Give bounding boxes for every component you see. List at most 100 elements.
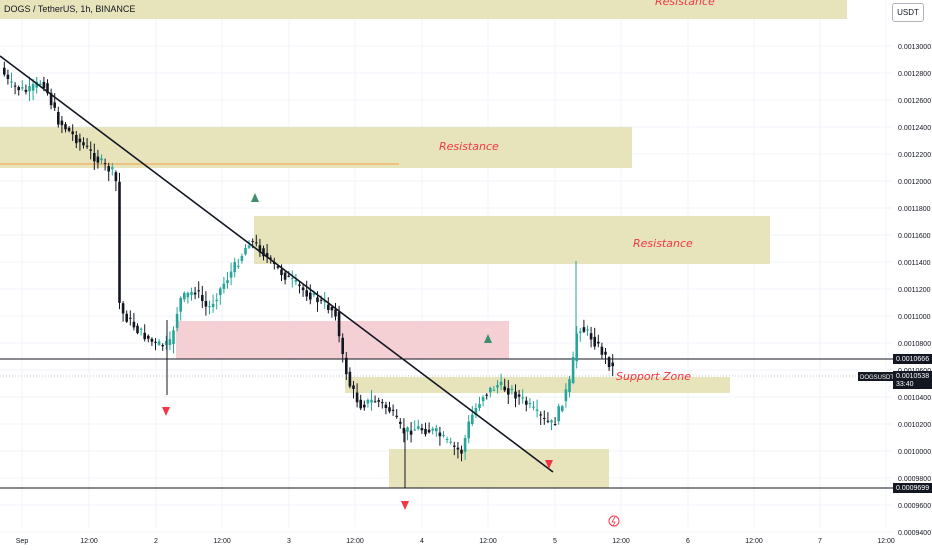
candle-body (388, 407, 391, 412)
candle-body (471, 414, 474, 424)
time-axis[interactable]: Sep 12:00 2 12:00 3 12:00 4 12:00 5 12:00 6 12:00 7 1… (16, 515, 895, 545)
candle-body (528, 403, 532, 405)
candle-body (269, 257, 272, 259)
time-tick-label: Sep (16, 538, 29, 545)
candle (406, 426, 409, 441)
price-tick-label: 0.0013000 (898, 44, 931, 51)
up-arrow-marker (484, 334, 492, 343)
time-tick-label: 7 (818, 538, 822, 545)
zone-label-top: Resistance (655, 0, 715, 8)
candle (481, 395, 485, 407)
candle-body (305, 290, 308, 297)
candle (568, 375, 571, 398)
candle-body (211, 303, 215, 307)
candle-body (597, 341, 600, 344)
candle (21, 80, 24, 91)
candle-body (402, 427, 406, 434)
candle-body (67, 127, 71, 131)
candle-body (460, 449, 463, 454)
price-tag-line-bg (893, 354, 932, 364)
candle-body (463, 438, 467, 452)
candle-body (136, 325, 139, 334)
candle-body (298, 284, 301, 286)
candle-body (258, 245, 262, 253)
candle (132, 312, 136, 331)
candle-body (89, 149, 92, 151)
candle-body (301, 287, 305, 291)
price-tag-low-bg (893, 483, 932, 493)
candle (186, 291, 190, 304)
candle-body (262, 248, 265, 257)
candle-body (517, 394, 521, 397)
time-tick-label: 12:00 (80, 538, 98, 545)
price-tick-label: 0.0010200 (898, 422, 931, 429)
candle (424, 422, 427, 437)
candle (114, 170, 118, 192)
candle-body (514, 391, 517, 399)
candle-body (240, 256, 244, 261)
candle-body (309, 292, 312, 300)
candle (334, 302, 337, 321)
time-tick-label: 12:00 (479, 538, 497, 545)
candle (233, 257, 236, 278)
candle (460, 445, 463, 462)
zone-labels: Resistance Resistance Resistance Support Zo… (439, 0, 715, 383)
candle (237, 258, 240, 269)
candle (355, 383, 359, 408)
candle (514, 384, 517, 408)
candle (247, 240, 251, 250)
candle (89, 141, 92, 160)
candle-body (420, 428, 424, 431)
candle (17, 85, 20, 96)
candle-body (575, 333, 578, 362)
candle (535, 399, 539, 418)
candle (6, 69, 10, 85)
price-tick-label: 0.0010800 (898, 341, 931, 348)
candle-body (557, 406, 560, 422)
event-icon (611, 516, 616, 527)
candle (471, 405, 474, 426)
price-tick-label: 0.0011600 (898, 233, 931, 240)
candle-body (96, 156, 100, 163)
candle-body (251, 241, 254, 243)
candle-body (150, 338, 154, 342)
candle (366, 398, 370, 408)
candle-body (327, 304, 330, 310)
up-arrow-marker (251, 193, 259, 202)
candle-body (139, 328, 143, 330)
candle (125, 310, 128, 323)
candle (330, 304, 334, 318)
candle-body (17, 87, 20, 91)
candle (525, 396, 528, 412)
candle-body (172, 330, 175, 345)
candle-body (197, 290, 200, 292)
candle-body (571, 357, 575, 383)
candle-body (561, 406, 564, 412)
price-tick-label: 0.0012200 (898, 152, 931, 159)
price-tick-label: 0.0009400 (898, 530, 931, 537)
candle-body (435, 428, 438, 432)
candle-body (276, 266, 280, 268)
candle (553, 417, 557, 426)
candle-body (3, 67, 6, 75)
candle (3, 61, 6, 77)
candle-body (499, 381, 503, 386)
candle-body (348, 371, 352, 387)
candle-body (175, 313, 179, 328)
candle-body (330, 307, 334, 311)
candle-body (129, 317, 132, 319)
candle-body (319, 299, 323, 301)
candle-body (143, 332, 146, 340)
candle (381, 398, 384, 409)
candle-body (355, 392, 359, 403)
price-axis[interactable]: 0.0013000 0.0012800 0.0012600 0.0012400 0.00… (898, 44, 931, 537)
candle (575, 326, 578, 369)
candle (550, 419, 553, 431)
candle-body (28, 86, 31, 92)
currency-button[interactable]: USDT (892, 3, 924, 22)
candle (399, 418, 402, 429)
candle (388, 401, 391, 414)
candle-body (53, 102, 56, 108)
candle-body (21, 87, 24, 89)
